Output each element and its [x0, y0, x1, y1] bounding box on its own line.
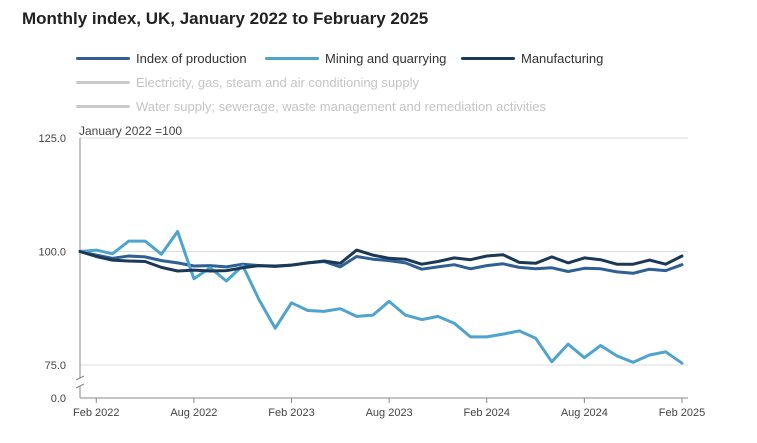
- legend-label-electricity: Electricity, gas, steam and air conditio…: [136, 74, 420, 90]
- legend-swatch-mining-and-quarrying: [265, 56, 319, 60]
- x-tick-label: Feb 2023: [268, 407, 314, 419]
- legend-item-manufacturing[interactable]: Manufacturing: [461, 48, 603, 68]
- legend-swatch-water-supply: [76, 104, 130, 108]
- legend-label-water-supply: Water supply; sewerage, waste management…: [136, 98, 546, 114]
- axes: 0.0 75.0 100.0 125.0 Feb 2022 Aug 2022 Feb 202…: [38, 133, 705, 419]
- legend-swatch-electricity: [76, 80, 130, 84]
- series-line-mining-and-quarrying[interactable]: [78, 230, 684, 365]
- series-lines: [78, 230, 684, 365]
- y-tick-label: 125.0: [38, 133, 66, 145]
- legend-label-manufacturing: Manufacturing: [521, 50, 604, 66]
- series-line-manufacturing[interactable]: [78, 248, 684, 273]
- x-tick-label: Feb 2025: [659, 407, 705, 419]
- axis-break-mark: [75, 375, 85, 381]
- x-tick-label: Feb 2022: [73, 407, 119, 419]
- y-tick-label: 0.0: [51, 393, 66, 405]
- x-tick-label: Aug 2023: [366, 407, 413, 419]
- chart-title: Monthly index, UK, January 2022 to Febru…: [22, 9, 429, 28]
- x-tick-label: Aug 2024: [561, 407, 608, 419]
- legend-item-electricity[interactable]: Electricity, gas, steam and air conditio…: [76, 72, 419, 92]
- legend-label-mining-and-quarrying: Mining and quarrying: [325, 50, 447, 66]
- gridlines: [80, 137, 688, 366]
- axis-break-mark: [75, 383, 85, 389]
- legend-swatch-index-of-production: [76, 56, 130, 60]
- legend-item-mining-and-quarrying[interactable]: Mining and quarrying: [265, 48, 446, 68]
- legend-swatch-manufacturing: [461, 56, 515, 60]
- x-tick-label: Feb 2024: [464, 407, 510, 419]
- x-tick-label: Aug 2022: [170, 407, 217, 419]
- y-axis-label: January 2022 =100: [79, 124, 182, 138]
- legend-item-water-supply[interactable]: Water supply; sewerage, waste management…: [76, 96, 546, 116]
- legend-label-index-of-production: Index of production: [136, 50, 247, 66]
- y-tick-label: 75.0: [45, 360, 66, 372]
- series-line-index-of-production[interactable]: [78, 250, 684, 275]
- y-tick-label: 100.0: [38, 247, 66, 259]
- legend-item-index-of-production[interactable]: Index of production: [76, 48, 247, 68]
